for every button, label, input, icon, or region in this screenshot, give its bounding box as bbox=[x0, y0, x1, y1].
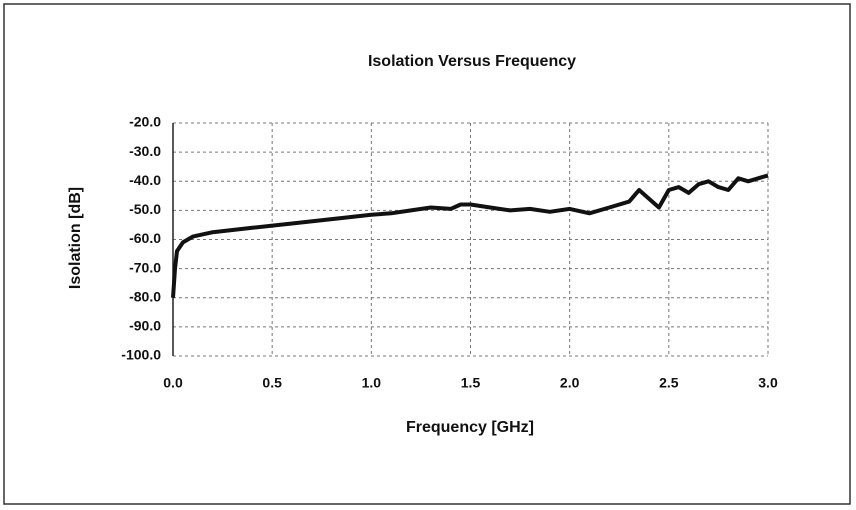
y-tick-label: -80.0 bbox=[129, 288, 161, 304]
frame bbox=[3, 3, 851, 505]
y-tick-label: -90.0 bbox=[129, 318, 161, 334]
x-tick-label: 2.0 bbox=[560, 375, 580, 391]
y-axis-label: Isolation [dB] bbox=[67, 187, 84, 289]
chart-title: Isolation Versus Frequency bbox=[368, 53, 576, 70]
x-axis-label: Frequency [GHz] bbox=[406, 419, 534, 436]
x-tick-label: 0.5 bbox=[262, 375, 282, 391]
x-tick-label: 3.0 bbox=[758, 375, 778, 391]
y-tick-label: -50.0 bbox=[129, 201, 161, 217]
x-tick-label: 2.5 bbox=[659, 375, 679, 391]
x-tick-label: 0.0 bbox=[163, 375, 183, 391]
y-tick-label: -40.0 bbox=[129, 172, 161, 188]
y-tick-label: -20.0 bbox=[129, 114, 161, 130]
x-tick-label: 1.0 bbox=[362, 375, 382, 391]
x-tick-label: 1.5 bbox=[461, 375, 481, 391]
y-tick-label: -100.0 bbox=[121, 347, 161, 363]
y-tick-label: -30.0 bbox=[129, 143, 161, 159]
y-tick-label: -60.0 bbox=[129, 230, 161, 246]
y-tick-label: -70.0 bbox=[129, 259, 161, 275]
data-line bbox=[171, 173, 769, 298]
